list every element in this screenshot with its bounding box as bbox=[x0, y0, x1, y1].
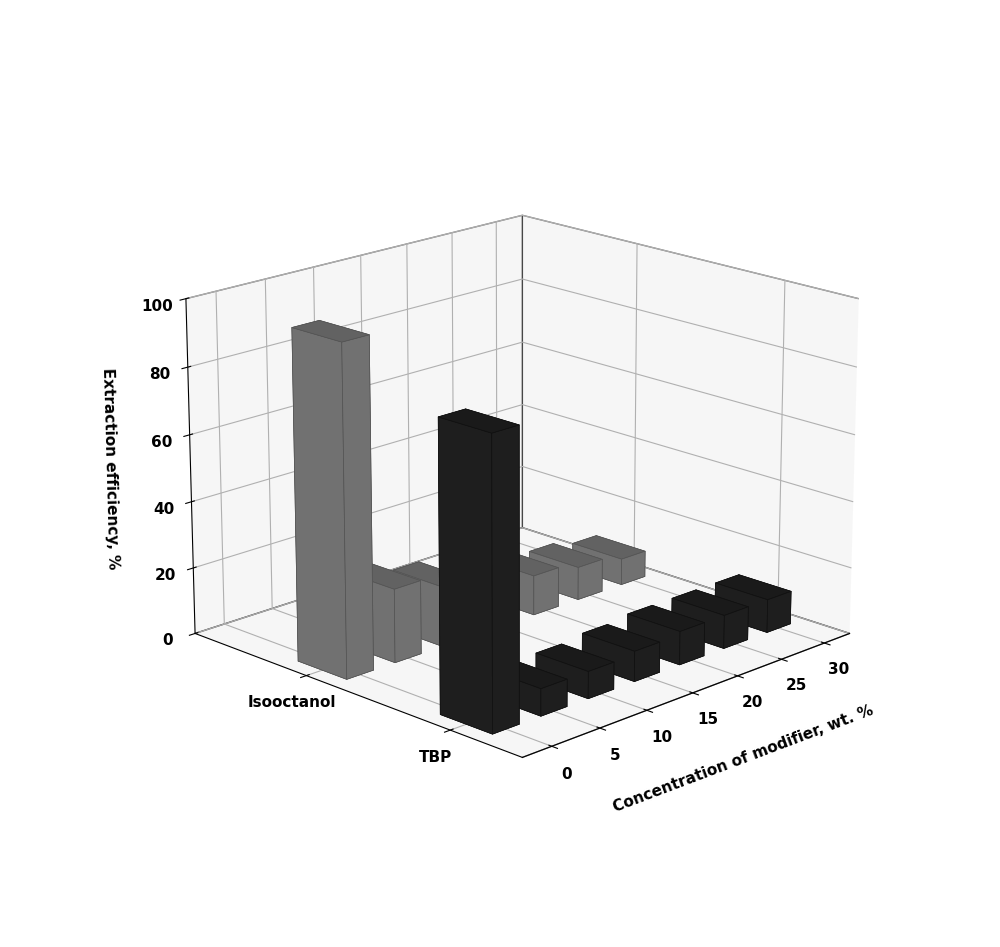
X-axis label: Concentration of modifier, wt. %: Concentration of modifier, wt. % bbox=[611, 703, 875, 815]
